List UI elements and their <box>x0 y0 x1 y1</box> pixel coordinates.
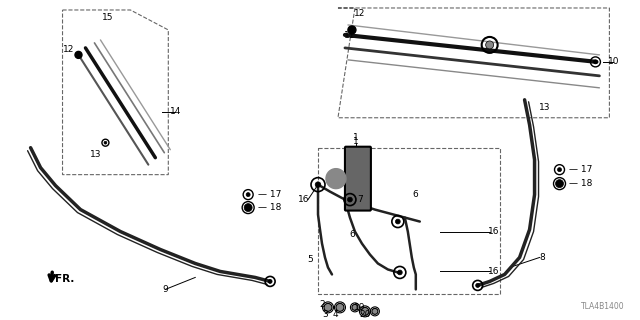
Circle shape <box>316 182 321 188</box>
Text: 12: 12 <box>63 45 74 54</box>
FancyBboxPatch shape <box>345 147 371 211</box>
Text: 16: 16 <box>488 267 499 276</box>
Text: 4: 4 <box>332 310 338 319</box>
Text: 8: 8 <box>540 253 545 262</box>
Circle shape <box>348 197 353 202</box>
Circle shape <box>593 60 597 64</box>
Text: 6: 6 <box>412 190 418 199</box>
Text: — 18: — 18 <box>258 203 282 212</box>
Circle shape <box>244 204 252 212</box>
Circle shape <box>372 308 378 314</box>
Circle shape <box>336 303 344 311</box>
Circle shape <box>557 168 561 172</box>
Text: 1: 1 <box>353 137 359 146</box>
Text: 13: 13 <box>539 103 550 112</box>
Circle shape <box>104 141 107 144</box>
Text: 5: 5 <box>307 255 313 264</box>
Circle shape <box>348 26 356 34</box>
Circle shape <box>246 193 250 196</box>
Text: 20: 20 <box>359 310 371 319</box>
Circle shape <box>397 270 402 275</box>
Text: 9: 9 <box>163 285 168 294</box>
Circle shape <box>396 219 400 224</box>
Text: 3: 3 <box>322 310 328 319</box>
Text: 15: 15 <box>102 13 113 22</box>
Circle shape <box>352 304 358 310</box>
Text: 2: 2 <box>319 300 325 309</box>
Circle shape <box>556 180 563 188</box>
Text: 10: 10 <box>607 57 619 66</box>
Text: — 17: — 17 <box>570 165 593 174</box>
Text: 16: 16 <box>298 195 310 204</box>
Text: 6: 6 <box>349 230 355 239</box>
Circle shape <box>268 279 272 284</box>
Text: 1: 1 <box>353 133 359 142</box>
Text: — 17: — 17 <box>258 190 282 199</box>
Text: 19: 19 <box>354 303 365 312</box>
Text: 12: 12 <box>354 10 365 19</box>
Circle shape <box>324 303 332 311</box>
Text: 13: 13 <box>90 150 101 159</box>
Text: 11: 11 <box>344 31 356 40</box>
Circle shape <box>361 308 369 315</box>
Text: TLA4B1400: TLA4B1400 <box>580 302 625 311</box>
Text: 7: 7 <box>357 195 363 204</box>
Text: 16: 16 <box>488 227 499 236</box>
Circle shape <box>75 52 82 58</box>
Text: — 18: — 18 <box>570 179 593 188</box>
Circle shape <box>486 41 493 49</box>
Circle shape <box>476 284 479 287</box>
Text: FR.: FR. <box>54 275 74 284</box>
Text: 14: 14 <box>170 107 181 116</box>
Ellipse shape <box>326 169 346 188</box>
